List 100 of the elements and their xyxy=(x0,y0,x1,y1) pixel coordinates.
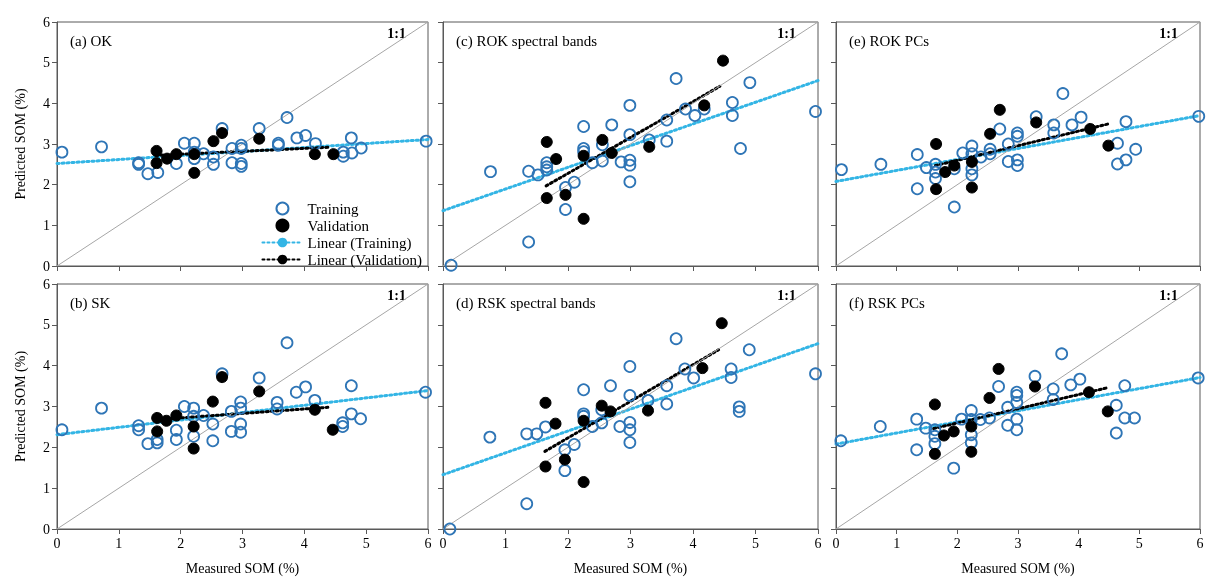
point xyxy=(177,136,191,150)
point xyxy=(947,200,961,214)
point xyxy=(1102,139,1115,152)
point xyxy=(280,111,294,124)
point xyxy=(55,423,69,437)
point xyxy=(344,131,358,145)
point xyxy=(1030,116,1043,129)
point xyxy=(929,157,942,171)
point xyxy=(530,427,544,441)
point xyxy=(577,149,590,162)
point xyxy=(577,414,590,427)
point xyxy=(660,397,674,411)
point xyxy=(216,127,229,140)
point xyxy=(698,99,711,112)
point xyxy=(910,182,924,196)
point xyxy=(834,434,848,448)
point xyxy=(992,380,1005,393)
point xyxy=(150,436,164,450)
point xyxy=(623,175,637,189)
point xyxy=(734,142,747,155)
point xyxy=(595,399,608,412)
point xyxy=(336,149,350,163)
point xyxy=(595,416,609,430)
x-tick-label: 2 xyxy=(564,535,572,551)
y-tick-label: 3 xyxy=(43,399,50,414)
legend-label: Linear (Training) xyxy=(307,234,412,252)
point xyxy=(160,414,173,427)
point xyxy=(558,443,572,457)
point xyxy=(974,413,987,426)
point xyxy=(725,96,739,109)
point xyxy=(1129,142,1143,156)
point xyxy=(1029,380,1041,393)
point xyxy=(1064,378,1078,392)
y-tick-label: 1 xyxy=(43,480,50,496)
x-tick-label: 1 xyxy=(502,535,509,551)
point xyxy=(326,423,339,436)
point xyxy=(234,425,248,439)
point xyxy=(1065,118,1079,132)
point xyxy=(679,102,692,116)
point xyxy=(623,423,637,437)
point xyxy=(187,420,200,433)
point xyxy=(225,142,239,155)
point xyxy=(234,395,248,409)
point xyxy=(1001,155,1015,168)
point xyxy=(605,146,618,159)
point xyxy=(1047,118,1061,132)
point xyxy=(965,155,978,168)
point xyxy=(344,379,358,393)
point xyxy=(540,135,553,148)
point xyxy=(1109,426,1123,440)
point xyxy=(928,447,941,460)
point xyxy=(613,420,627,433)
x-tick-label: 5 xyxy=(1135,535,1143,551)
point xyxy=(252,122,266,135)
point xyxy=(910,443,924,457)
text: (f) RSK PCs xyxy=(849,294,926,312)
point xyxy=(596,133,609,146)
x-tick-label: 3 xyxy=(239,535,246,551)
x-tick-label: 1 xyxy=(115,535,123,551)
point xyxy=(577,383,591,397)
point xyxy=(169,423,183,437)
point xyxy=(216,371,229,384)
point xyxy=(197,147,210,161)
point xyxy=(641,393,655,407)
point xyxy=(207,135,220,148)
point xyxy=(964,436,978,450)
point xyxy=(983,391,996,404)
point xyxy=(965,181,978,194)
point xyxy=(151,425,164,438)
point xyxy=(643,140,656,153)
point xyxy=(187,429,201,443)
point xyxy=(336,420,350,433)
x-axis-title: Measured SOM (%) xyxy=(185,560,300,577)
point xyxy=(336,145,350,159)
point xyxy=(623,158,637,172)
point xyxy=(964,404,978,417)
y-tick-label: 1 xyxy=(43,217,50,233)
text: (a) OK xyxy=(70,32,113,50)
point xyxy=(688,109,702,122)
point xyxy=(253,132,266,145)
point xyxy=(170,148,183,161)
point xyxy=(678,362,692,376)
point xyxy=(717,54,729,67)
annotation: 1:1 xyxy=(1159,287,1179,303)
point xyxy=(290,131,304,145)
point xyxy=(928,398,941,411)
point xyxy=(1046,393,1060,406)
point xyxy=(289,385,303,399)
y-tick-label: 6 xyxy=(43,14,50,30)
point xyxy=(558,453,571,466)
point xyxy=(929,165,942,179)
point xyxy=(873,420,887,433)
x-tick-label: 0 xyxy=(53,535,61,551)
point xyxy=(993,122,1007,136)
point xyxy=(1073,372,1087,386)
x-axis-title: Measured SOM (%) xyxy=(573,560,688,577)
point xyxy=(809,105,822,118)
point xyxy=(965,168,979,182)
point xyxy=(559,188,572,201)
point xyxy=(965,139,979,153)
